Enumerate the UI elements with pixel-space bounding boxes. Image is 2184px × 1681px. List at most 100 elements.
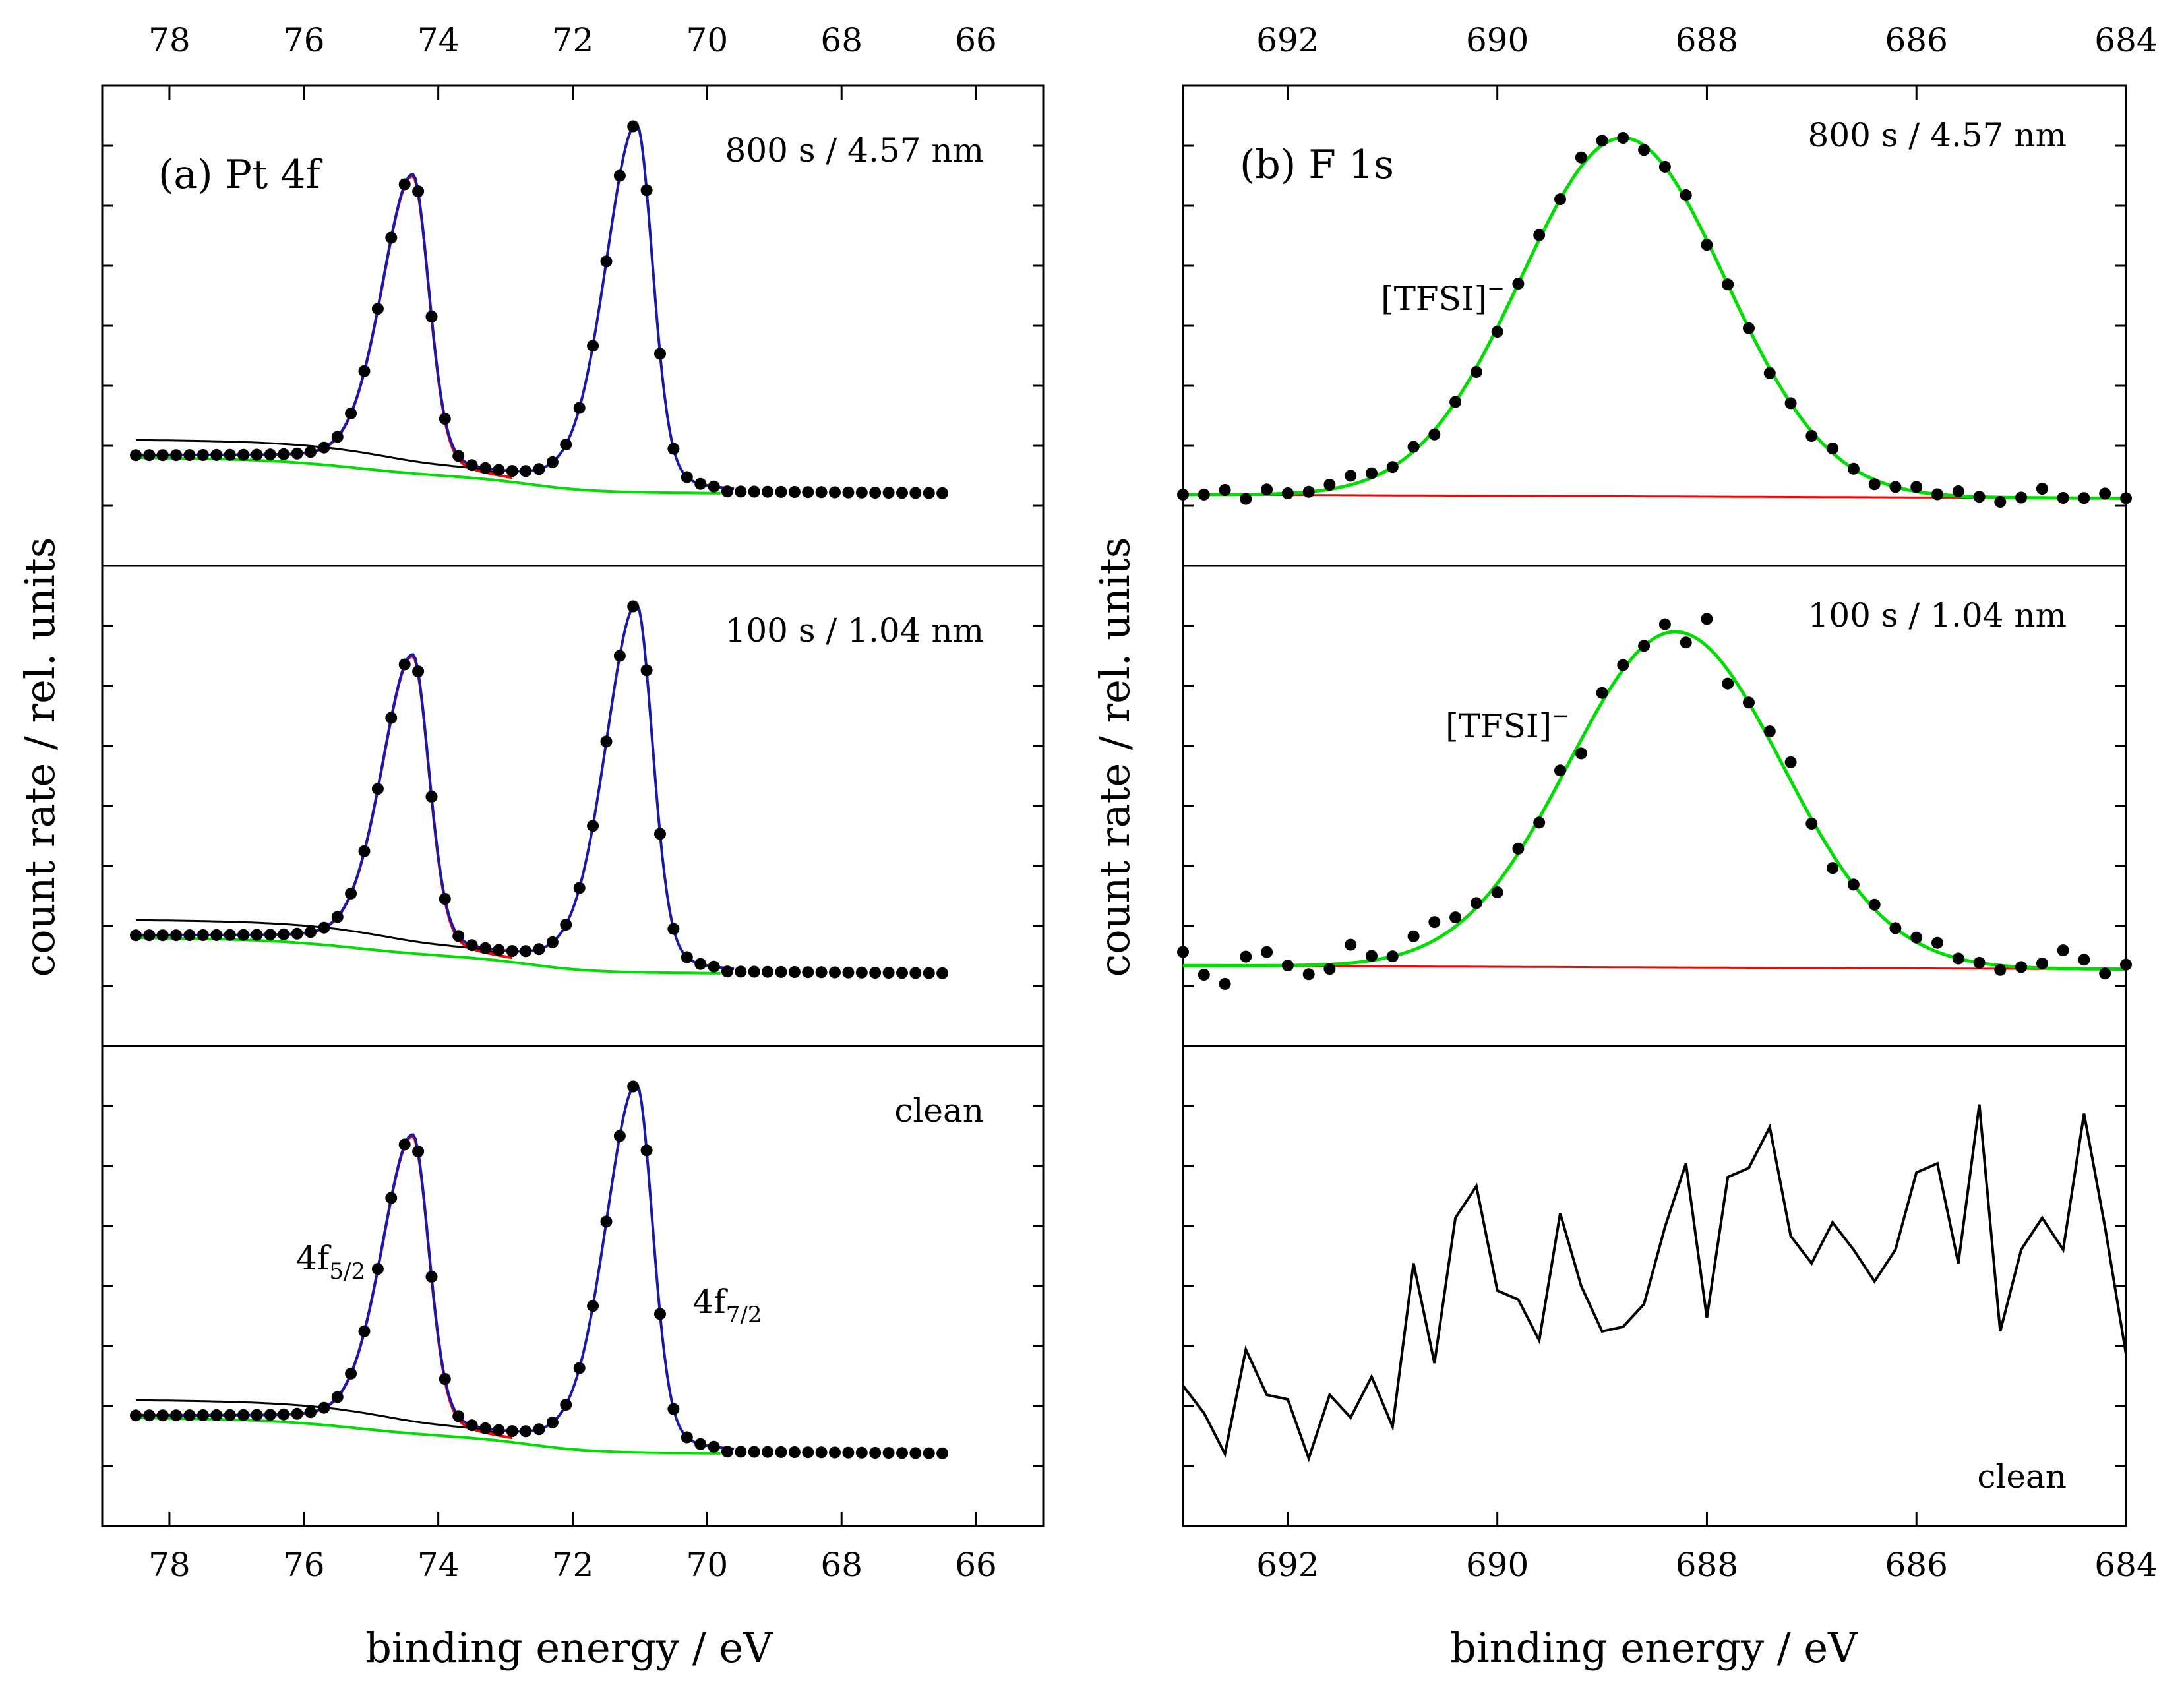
pt4f-data-point [654, 348, 666, 360]
pt4f-data-point [923, 487, 935, 499]
pt4f-data-point [264, 1409, 276, 1421]
pt4f-data-point [627, 120, 640, 133]
f1s-data-point [1428, 916, 1441, 929]
pt4f-data-point [735, 485, 747, 498]
pt4f-data-point [600, 735, 613, 748]
pt4f-bottom-tick-label: 68 [820, 1546, 863, 1584]
species-base: [TFSI] [1381, 280, 1487, 318]
f1s-frame-2 [1182, 1045, 2127, 1527]
pt4f-data-point [479, 942, 491, 954]
f1s-data-point [1240, 493, 1252, 505]
f1s-data-point [1219, 977, 1231, 990]
pt4f-top-tick-label: 72 [552, 21, 594, 59]
pt4f-top-tick-label: 66 [955, 21, 997, 59]
pt4f-data-point [762, 965, 774, 978]
f1s-data-point [1596, 135, 1608, 147]
f1s-data-point [1281, 960, 1294, 972]
pt4f-data-point [425, 1271, 438, 1283]
f1s-data-point [1910, 931, 1923, 944]
pt4f-bottom-tick-label: 70 [686, 1546, 729, 1584]
f1s-data-point [1366, 467, 1378, 479]
pt4f-data-point [694, 1438, 707, 1450]
f1s-panel-label: 800 s / 4.57 nm [1808, 116, 2067, 154]
pt4f-data-point [613, 169, 626, 182]
pt4f-data-point [197, 1409, 209, 1421]
pt4f-data-point [829, 966, 841, 979]
f1s-top-tick-label: 692 [1256, 21, 1319, 59]
pt4f-data-point [829, 486, 841, 499]
pt4f-data-point [305, 926, 317, 938]
f1s-data-point [1722, 677, 1734, 690]
pt4f-bottom-tick-label: 74 [417, 1546, 460, 1584]
f1s-data-point [1177, 488, 1189, 501]
peak-label-subscript: 5/2 [329, 1258, 365, 1285]
pt4f-data-point [305, 446, 317, 458]
pt4f-data-point [264, 929, 276, 941]
pt4f-envelope-line [136, 1082, 735, 1450]
pt4f-bottom-tick-label: 78 [148, 1546, 191, 1584]
pt4f-data-point [210, 929, 223, 941]
pt4f-data-point [385, 1192, 398, 1204]
pt4f-data-point [842, 486, 855, 499]
pt4f-data-point [869, 1447, 882, 1459]
pt4f-data-point [829, 1446, 841, 1459]
f1s-data-point [1889, 922, 1902, 934]
f1s-data-point [1554, 764, 1566, 777]
pt4f-data-point [479, 1422, 491, 1434]
pt4f-data-point [439, 413, 451, 425]
pt4f-data-point [143, 1409, 156, 1422]
pt4f-data-point [587, 1300, 599, 1312]
pt4f-data-point [237, 929, 250, 941]
pt4f-data-point [587, 820, 599, 832]
pt4f-data-point [506, 1425, 518, 1438]
pt4f-data-point [896, 487, 908, 499]
f1s-chart-title: (b) F 1s [1240, 142, 1394, 188]
pt4f-data-point [493, 1424, 505, 1436]
f1s-data-point [2078, 492, 2090, 504]
pt4f-data-point [371, 1263, 384, 1275]
pt4f-data-point [493, 464, 505, 476]
pt4f-data-point [788, 486, 801, 498]
pt4f-data-point [694, 477, 707, 490]
pt4f-data-point [681, 951, 693, 963]
pt4f-data-point [909, 487, 922, 499]
pt4f-data-point [587, 340, 599, 352]
right-y-axis-title: count rate / rel. units [1091, 537, 1139, 977]
f1s-data-point [1261, 483, 1273, 496]
pt4f-data-point [708, 960, 720, 973]
pt4f-data-point [224, 1409, 236, 1421]
pt4f-data-point [667, 1403, 680, 1415]
f1s-data-point [1805, 818, 1818, 830]
pt4f-bottom-tick-label: 66 [955, 1546, 997, 1584]
f1s-data-point [1302, 485, 1315, 498]
pt4f-data-point [613, 650, 626, 662]
f1s-data-point [1219, 484, 1231, 496]
pt4f-data-point [802, 966, 814, 979]
pt4f-data-point [640, 664, 653, 677]
pt4f-data-point [869, 967, 882, 979]
pt4f-data-point [156, 1409, 169, 1422]
f1s-data-point [1638, 640, 1651, 652]
pt4f-peak-label: 4f5/2 [296, 1239, 365, 1285]
f1s-data-point [2036, 957, 2048, 969]
f1s-bottom-tick-label: 688 [1676, 1546, 1738, 1584]
pt4f-data-point [923, 967, 935, 979]
pt4f-data-point [775, 965, 787, 978]
f1s-data-point [1449, 911, 1462, 924]
f1s-data-point [1743, 696, 1755, 709]
pt4f-data-point [345, 887, 357, 900]
pt4f-data-point [573, 1362, 586, 1374]
pt4f-data-point [600, 255, 613, 268]
pt4f-data-point [425, 311, 438, 323]
pt4f-data-point [882, 967, 895, 979]
pt4f-data-point [775, 485, 787, 498]
peak-label-subscript: 7/2 [726, 1302, 762, 1328]
f1s-top-tick-label: 686 [1885, 21, 1948, 59]
pt4f-data-point [251, 1409, 263, 1421]
f1s-data-point [1575, 747, 1587, 760]
pt4f-data-point [224, 448, 236, 461]
pt4f-data-point [183, 929, 196, 942]
f1s-data-point [1428, 428, 1441, 441]
f1s-data-point [1617, 132, 1629, 144]
f1s-species-label: [TFSI]− [1445, 703, 1569, 745]
